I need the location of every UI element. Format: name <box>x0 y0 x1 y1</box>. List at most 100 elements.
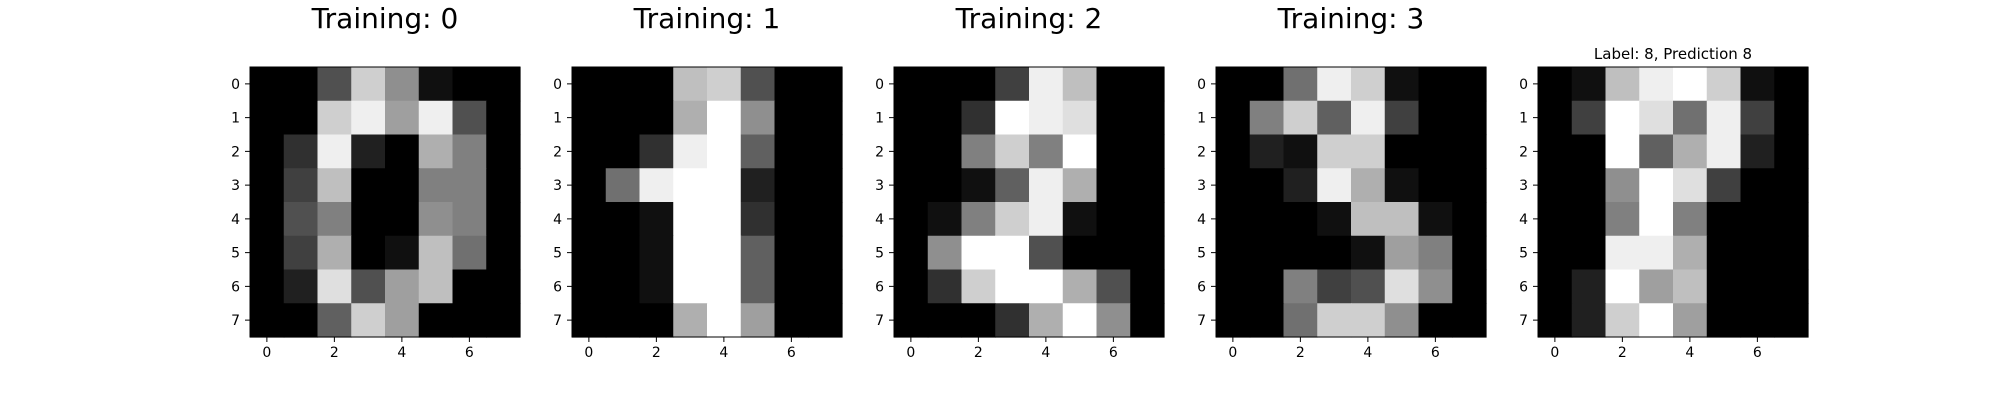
pixel-cell <box>673 168 708 203</box>
pixel-cell <box>1062 67 1098 102</box>
pixel-cell <box>1029 202 1064 237</box>
pixel-cell <box>317 235 352 271</box>
pixel-cell <box>317 168 352 203</box>
y-tick-label: 5 <box>553 246 562 262</box>
pixel-cell <box>1249 67 1285 102</box>
pixel-cell <box>317 134 352 169</box>
pixel-cell <box>639 134 674 169</box>
pixel-cell <box>1418 100 1453 136</box>
pixel-cell <box>385 67 420 102</box>
pixel-cell <box>572 235 607 271</box>
pixel-cell <box>961 100 996 136</box>
pixel-cell <box>961 168 996 203</box>
y-tick-label: 0 <box>231 77 240 93</box>
pixel-cell <box>486 303 521 338</box>
pixel-cell <box>740 134 776 169</box>
y-tick-label: 3 <box>231 178 240 194</box>
y-tick-label: 0 <box>1197 77 1206 93</box>
pixel-cell <box>1706 168 1742 203</box>
y-tick-label: 1 <box>875 111 884 127</box>
pixel-cell <box>740 67 776 102</box>
pixel-cell <box>452 269 487 304</box>
pixel-cell <box>639 67 674 102</box>
panel-title: Training: 1 <box>633 2 781 35</box>
pixel-cell <box>250 269 285 304</box>
pixel-cell <box>1283 303 1318 338</box>
pixel-cell <box>1418 235 1453 271</box>
pixel-cell <box>995 303 1030 338</box>
y-tick-label: 7 <box>553 313 562 329</box>
pixel-cell <box>1605 134 1640 169</box>
pixel-cell <box>1571 269 1607 304</box>
pixel-cell <box>1130 202 1165 237</box>
axes-frame <box>1215 66 1487 338</box>
pixel-cell <box>1351 67 1386 102</box>
pixel-cell <box>1706 303 1742 338</box>
y-tick-label: 7 <box>875 313 884 329</box>
x-tick-label: 0 <box>584 345 593 361</box>
axes-frame <box>249 66 521 338</box>
pixel-cell <box>1384 134 1420 169</box>
pixel-cell <box>927 303 963 338</box>
pixel-cell <box>250 303 285 338</box>
pixel-cell <box>1538 303 1573 338</box>
pixel-cell <box>1130 235 1165 271</box>
pixel-cell <box>1216 168 1251 203</box>
x-tick-label: 0 <box>1550 345 1559 361</box>
pixel-cell <box>707 202 742 237</box>
pixel-cell <box>317 269 352 304</box>
pixel-cell <box>1639 269 1674 304</box>
pixel-cell <box>740 100 776 136</box>
pixel-cell <box>1249 134 1285 169</box>
pixel-cell <box>418 134 454 169</box>
pixel-cell <box>605 235 641 271</box>
pixel-cell <box>351 100 386 136</box>
pixel-cell <box>452 134 487 169</box>
pixel-cell <box>351 67 386 102</box>
pixel-cell <box>283 67 319 102</box>
y-tick-label: 0 <box>553 77 562 93</box>
pixel-cell <box>1639 168 1674 203</box>
pixel-cell <box>605 134 641 169</box>
pixel-cell <box>1605 67 1640 102</box>
pixel-cell <box>774 168 809 203</box>
pixel-cell <box>1673 100 1708 136</box>
pixel-cell <box>317 202 352 237</box>
pixel-cell <box>1096 202 1131 237</box>
pixel-cell <box>894 67 929 102</box>
pixel-cell <box>452 67 487 102</box>
pixel-cell <box>1351 235 1386 271</box>
pixel-cell <box>707 67 742 102</box>
pixel-cell <box>774 235 809 271</box>
x-tick-label: 2 <box>330 345 339 361</box>
pixel-cell <box>673 67 708 102</box>
pixel-cell <box>1096 168 1131 203</box>
pixel-cell <box>1384 303 1420 338</box>
digit-panel: 0 2 4 6 0 1 2 3 4 5 6 7 Training: 0 <box>231 2 521 361</box>
pixel-cell <box>385 235 420 271</box>
pixel-cell <box>385 168 420 203</box>
pixel-cell <box>1605 202 1640 237</box>
axes-frame <box>893 66 1165 338</box>
pixel-cell <box>1096 134 1131 169</box>
pixel-cell <box>995 168 1030 203</box>
y-tick-label: 6 <box>1197 279 1206 295</box>
y-tick-label: 4 <box>553 212 562 228</box>
pixel-cell <box>1216 235 1251 271</box>
pixel-cell <box>673 235 708 271</box>
pixel-cell <box>1418 202 1453 237</box>
x-tick-label: 2 <box>1618 345 1627 361</box>
pixel-cell <box>927 67 963 102</box>
y-tick-label: 2 <box>231 144 240 160</box>
pixel-cell <box>1384 100 1420 136</box>
pixel-cell <box>927 269 963 304</box>
x-tick-label: 0 <box>906 345 915 361</box>
pixel-cell <box>1571 202 1607 237</box>
pixel-cell <box>250 100 285 136</box>
pixel-cell <box>1283 235 1318 271</box>
pixel-cell <box>961 202 996 237</box>
pixel-cell <box>452 168 487 203</box>
pixel-cell <box>351 134 386 169</box>
pixel-cell <box>250 235 285 271</box>
pixel-cell <box>1062 134 1098 169</box>
